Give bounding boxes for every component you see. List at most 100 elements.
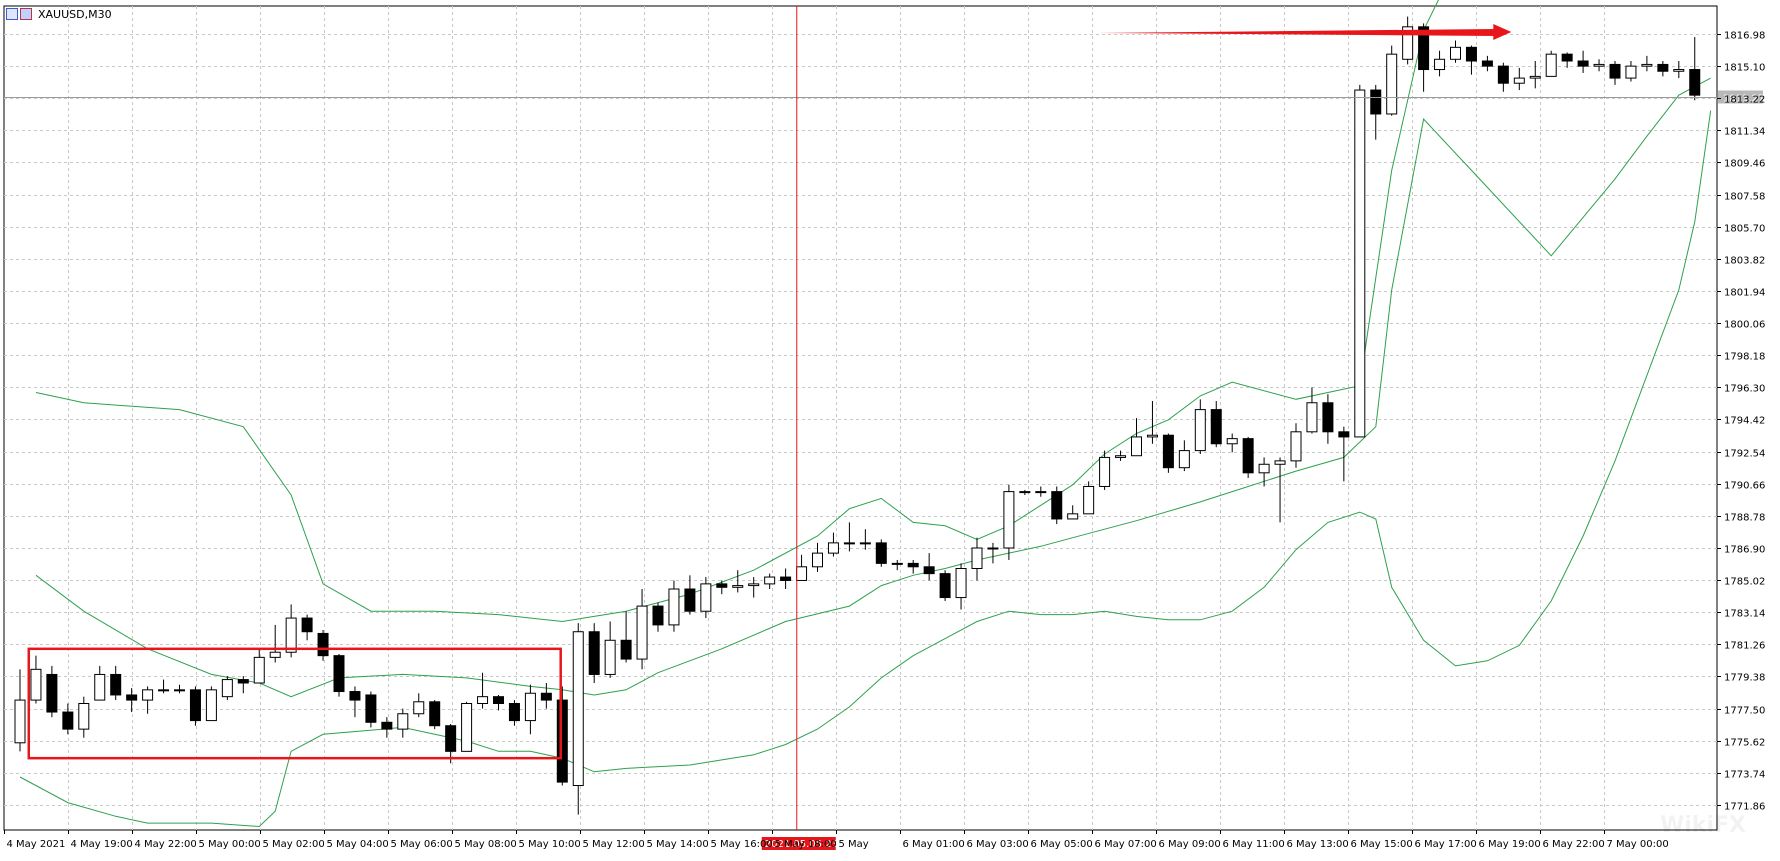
watermark-text: WikiFX	[1660, 813, 1746, 838]
candle-body-bear	[540, 692, 552, 701]
candle	[588, 623, 600, 683]
candle-body-bull	[748, 583, 760, 587]
candle	[780, 568, 792, 590]
x-tick-label: 6 May 22:00	[1543, 839, 1605, 850]
candle-body-bull	[668, 588, 680, 626]
candle	[493, 694, 504, 711]
candle-body-bear	[780, 576, 792, 581]
candle-body-bear	[508, 702, 520, 722]
x-tick-label: 6 May 19:00	[1479, 839, 1541, 850]
candle-body-bull	[30, 668, 42, 701]
candle-body-bear	[652, 605, 664, 626]
candle-body-bear	[1162, 434, 1174, 469]
y-tick-label: 1785.02	[1724, 577, 1765, 588]
candle-body-bull	[955, 568, 967, 599]
candle	[1481, 55, 1493, 72]
candle	[445, 724, 457, 764]
y-tick-label: 1786.90	[1724, 545, 1765, 556]
y-tick-label: 1798.18	[1724, 352, 1765, 363]
candle	[636, 589, 648, 670]
candle-body-bull	[1099, 456, 1111, 487]
crosshair-time-tag	[761, 837, 836, 850]
candle	[205, 686, 217, 722]
x-tick-label: 5 May 06:00	[391, 839, 453, 850]
candle-body-bear	[1497, 65, 1509, 84]
candle	[524, 684, 536, 735]
candle-body-bull	[1625, 65, 1637, 79]
candle-body-bull	[1194, 409, 1206, 452]
candle	[110, 665, 122, 701]
candle-body-bear	[46, 673, 58, 713]
candle-body-bull	[1354, 89, 1366, 438]
y-tick-label: 1801.94	[1724, 288, 1765, 299]
candle	[1513, 67, 1525, 91]
candle-body-bear	[1481, 60, 1493, 67]
candle	[668, 580, 680, 632]
y-tick-label: 1773.74	[1724, 770, 1765, 781]
candle	[158, 679, 170, 694]
candle-body-bull	[1545, 53, 1557, 77]
candle-body-bull	[413, 701, 425, 715]
candle-body-bull	[269, 651, 281, 658]
candle	[126, 688, 138, 713]
bollinger-upper-line	[35, 0, 1440, 623]
candle-body-bull	[78, 702, 90, 730]
candle-body-bear	[1210, 409, 1222, 445]
y-tick-label: 1783.14	[1724, 609, 1765, 620]
candle	[1450, 40, 1461, 63]
x-tick-label: 5 May	[839, 839, 869, 850]
candle	[1290, 423, 1302, 468]
candle	[684, 575, 696, 615]
candle	[971, 537, 983, 581]
candle-body-bear	[1418, 26, 1430, 71]
candle	[1306, 387, 1318, 434]
candle	[939, 570, 951, 601]
candle-body-bull	[14, 699, 26, 744]
candle-body-bull	[1513, 77, 1525, 84]
candle	[923, 553, 935, 581]
candle-body-bear	[301, 617, 313, 633]
candle	[1274, 457, 1286, 523]
candle	[716, 580, 728, 595]
candle-body-bear	[939, 573, 951, 599]
candle-body-bull	[987, 547, 999, 550]
arrow-head	[1493, 23, 1512, 40]
candle-body-bull	[1035, 491, 1047, 494]
candle-body-bull	[1306, 402, 1318, 433]
candle	[764, 573, 776, 590]
candle	[1019, 489, 1031, 496]
candles	[14, 16, 1701, 815]
candle-body-bull	[572, 631, 584, 787]
candle	[1099, 450, 1111, 490]
candle	[540, 682, 552, 709]
candle-body-bull	[174, 689, 185, 692]
x-tick-label: 6 May 13:00	[1287, 839, 1349, 850]
x-tick-label: 6 May 03:00	[967, 839, 1029, 850]
candle-body-bull	[1641, 63, 1653, 67]
candle-body-bear	[907, 562, 919, 568]
candle	[1258, 457, 1270, 487]
candle-body-bull	[1402, 26, 1414, 60]
y-tick-label: 1771.86	[1724, 802, 1765, 813]
candle	[875, 539, 887, 567]
candle-body-bull	[1529, 75, 1541, 79]
y-tick-label: 1777.50	[1724, 706, 1765, 717]
candle	[1162, 433, 1174, 473]
candle-body-bull	[253, 656, 265, 684]
y-tick-label: 1781.26	[1724, 641, 1765, 652]
annotations: 1813.27 2021.05.05 23:00	[4, 6, 1764, 850]
chart-title: XAUUSD,M30	[6, 6, 112, 22]
candle	[1354, 84, 1366, 438]
candle-body-bull	[1019, 491, 1031, 494]
arrow-shaft	[1098, 28, 1496, 36]
x-tick-label: 6 May 07:00	[1095, 839, 1157, 850]
candle-body-bear	[317, 632, 329, 657]
x-tick-label: 5 May 08:00	[455, 839, 517, 850]
candle-body-bull	[827, 542, 839, 554]
symbol-timeframe-label: XAUUSD,M30	[38, 7, 112, 21]
candle-body-bull	[843, 542, 855, 545]
candle-body-bull	[1067, 513, 1079, 520]
candle	[891, 559, 903, 571]
